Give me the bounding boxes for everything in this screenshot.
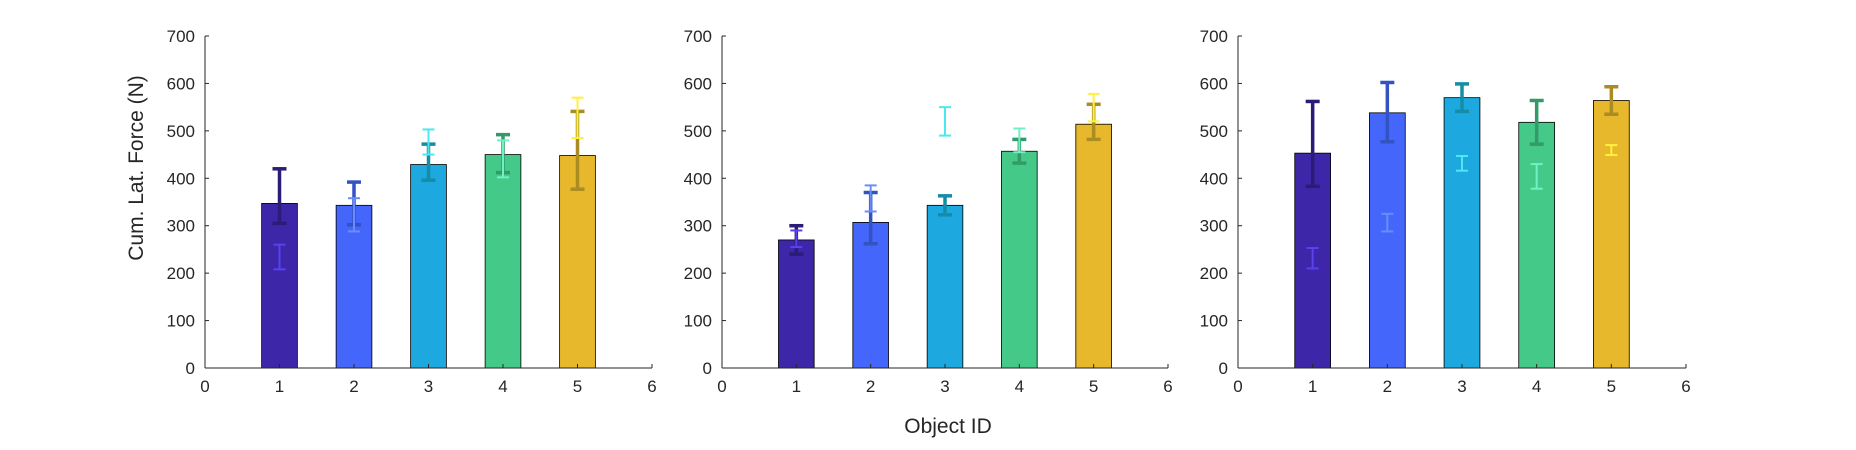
x-tick-label: 1 bbox=[275, 377, 284, 396]
y-tick-label: 700 bbox=[1200, 27, 1228, 46]
y-tick-label: 200 bbox=[167, 264, 195, 283]
error-bar bbox=[1305, 99, 1320, 189]
x-tick-label: 6 bbox=[1163, 377, 1172, 396]
x-tick-label: 0 bbox=[200, 377, 209, 396]
secondary-error-bar bbox=[790, 229, 803, 249]
figure-y-axis-label: Cum. Lat. Force (N) bbox=[125, 75, 148, 261]
secondary-error-bar bbox=[864, 184, 877, 213]
bar bbox=[1001, 150, 1038, 369]
y-tick-label: 500 bbox=[167, 122, 195, 141]
x-tick-label: 0 bbox=[1233, 377, 1242, 396]
y-tick-label: 200 bbox=[1200, 264, 1228, 283]
y-tick-label: 400 bbox=[167, 169, 195, 188]
bar bbox=[1075, 123, 1112, 369]
secondary-error-bar bbox=[939, 106, 951, 137]
y-tick-label: 700 bbox=[684, 27, 712, 46]
bar bbox=[261, 203, 298, 369]
x-tick-label: 4 bbox=[498, 377, 507, 396]
y-tick-label: 300 bbox=[684, 217, 712, 236]
x-tick-label: 5 bbox=[1607, 377, 1616, 396]
y-tick-label: 600 bbox=[684, 74, 712, 93]
secondary-error-bar bbox=[348, 197, 360, 233]
x-tick-label: 4 bbox=[1532, 377, 1541, 396]
x-tick-label: 5 bbox=[573, 377, 582, 396]
y-tick-label: 300 bbox=[167, 217, 195, 236]
x-tick-label: 0 bbox=[717, 377, 726, 396]
y-tick-label: 200 bbox=[684, 264, 712, 283]
error-bar bbox=[272, 167, 287, 226]
y-tick-label: 600 bbox=[167, 74, 195, 93]
y-tick-label: 300 bbox=[1200, 217, 1228, 236]
y-tick-label: 100 bbox=[1200, 312, 1228, 331]
x-tick-label: 6 bbox=[1681, 377, 1690, 396]
secondary-error-bar bbox=[422, 128, 435, 156]
secondary-error-bar bbox=[1530, 163, 1543, 190]
y-tick-label: 100 bbox=[167, 312, 195, 331]
x-tick-label: 1 bbox=[1308, 377, 1317, 396]
secondary-error-bar bbox=[1013, 127, 1026, 154]
x-tick-label: 1 bbox=[792, 377, 801, 396]
bar bbox=[1593, 100, 1630, 369]
bar bbox=[1518, 121, 1555, 369]
secondary-error-bar bbox=[1605, 144, 1618, 157]
x-tick-label: 3 bbox=[424, 377, 433, 396]
error-bar bbox=[1529, 98, 1544, 146]
y-tick-label: 500 bbox=[1200, 122, 1228, 141]
x-tick-label: 2 bbox=[349, 377, 358, 396]
y-tick-label: 500 bbox=[684, 122, 712, 141]
secondary-error-bar bbox=[1381, 212, 1394, 233]
secondary-error-bar bbox=[571, 96, 584, 139]
x-tick-label: 6 bbox=[647, 377, 656, 396]
error-bar bbox=[1604, 84, 1619, 117]
y-tick-label: 600 bbox=[1200, 74, 1228, 93]
secondary-error-bar bbox=[1456, 154, 1468, 172]
bar bbox=[410, 164, 447, 369]
y-tick-label: 0 bbox=[703, 359, 712, 378]
x-tick-label: 3 bbox=[940, 377, 949, 396]
y-tick-label: 400 bbox=[684, 169, 712, 188]
x-tick-label: 5 bbox=[1089, 377, 1098, 396]
bar bbox=[484, 154, 522, 369]
error-bar bbox=[1455, 82, 1469, 114]
x-tick-label: 4 bbox=[1015, 377, 1024, 396]
secondary-error-bar bbox=[1306, 247, 1319, 270]
y-tick-label: 400 bbox=[1200, 169, 1228, 188]
bar bbox=[1443, 97, 1481, 369]
y-tick-label: 0 bbox=[1219, 359, 1228, 378]
x-tick-label: 3 bbox=[1457, 377, 1466, 396]
chart-panel-2: 0 100 200 300 400 500 600 700 0 1 2 3 4 5 6 bbox=[684, 27, 1173, 396]
x-tick-label: 2 bbox=[1383, 377, 1392, 396]
bar bbox=[1369, 112, 1406, 369]
y-tick-label: 700 bbox=[167, 27, 195, 46]
bar bbox=[335, 204, 373, 369]
bar bbox=[926, 204, 964, 369]
secondary-error-bar bbox=[273, 243, 286, 271]
secondary-error-bar bbox=[497, 139, 509, 179]
error-bar bbox=[938, 194, 952, 217]
x-tick-label: 2 bbox=[866, 377, 875, 396]
y-tick-label: 0 bbox=[186, 359, 195, 378]
chart-panel-1: 0 100 200 300 400 500 600 700 0 1 2 3 4 5 6 bbox=[167, 27, 657, 396]
secondary-error-bar bbox=[1087, 92, 1100, 123]
bar bbox=[852, 221, 889, 369]
error-bar bbox=[1380, 80, 1395, 144]
figure-x-axis-label: Object ID bbox=[904, 415, 992, 438]
y-tick-label: 100 bbox=[684, 312, 712, 331]
chart-panel-3: 0 100 200 300 400 500 600 700 0 1 2 3 4 5 6 bbox=[1200, 27, 1691, 396]
bar bbox=[778, 239, 815, 369]
